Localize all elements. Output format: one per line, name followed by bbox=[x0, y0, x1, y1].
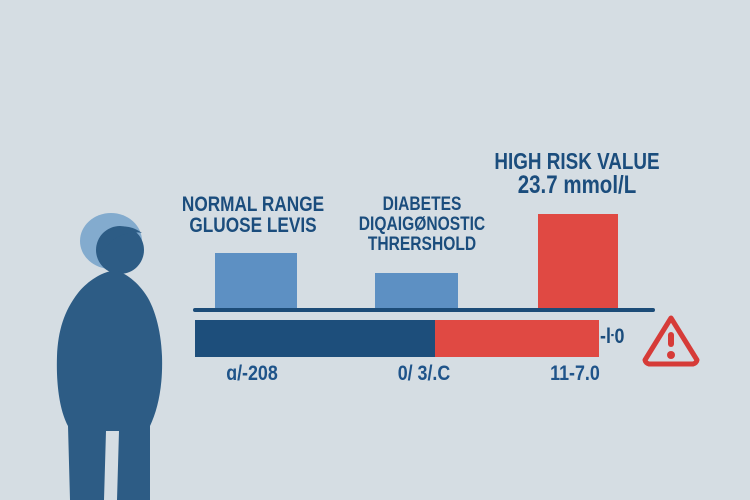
bar-diagnostic-threshold bbox=[375, 273, 458, 308]
high-risk-value: 23.7 mmol/L bbox=[517, 171, 637, 199]
bar-high-risk bbox=[538, 214, 618, 308]
triangle-outline bbox=[642, 315, 700, 367]
glucose-scale-bar bbox=[195, 320, 599, 357]
tick-label-2: 0/ 3/.C bbox=[397, 362, 451, 385]
bar-normal-range bbox=[215, 253, 297, 308]
label-high-risk-value: HIGH RISK VALUE 23.7 mmol/L bbox=[487, 150, 667, 198]
label-line: DIQAIGØNOSTIC bbox=[358, 213, 486, 235]
axis-baseline bbox=[193, 308, 655, 312]
label-line: HIGH RISK VALUE bbox=[494, 148, 660, 174]
label-normal-range: NORMAL RANGE GLUOSE LEVIS bbox=[163, 194, 343, 236]
body bbox=[56, 271, 163, 500]
label-line: DIABETES bbox=[382, 194, 462, 215]
tick-label-1: ɑ/-208 bbox=[226, 362, 278, 385]
exclamation-dot bbox=[667, 351, 675, 359]
label-line: NORMAL RANGE bbox=[181, 193, 325, 216]
exclamation-bar bbox=[668, 332, 674, 347]
tick-label-3: 11-7.0 bbox=[550, 362, 600, 385]
scale-segment-normal bbox=[195, 320, 435, 357]
scale-end-label: -ŀ0 bbox=[600, 325, 625, 348]
hair-fringe bbox=[97, 226, 142, 253]
label-diabetes-threshold: DIABETES DIQAIGØNOSTIC THRERSHOLD bbox=[348, 195, 496, 255]
scale-segment-high bbox=[435, 320, 599, 357]
label-line: THRERSHOLD bbox=[367, 233, 477, 255]
person-silhouette bbox=[56, 213, 163, 500]
warning-triangle-icon bbox=[642, 315, 700, 367]
label-line: GLUOSE LEVIS bbox=[189, 214, 317, 237]
